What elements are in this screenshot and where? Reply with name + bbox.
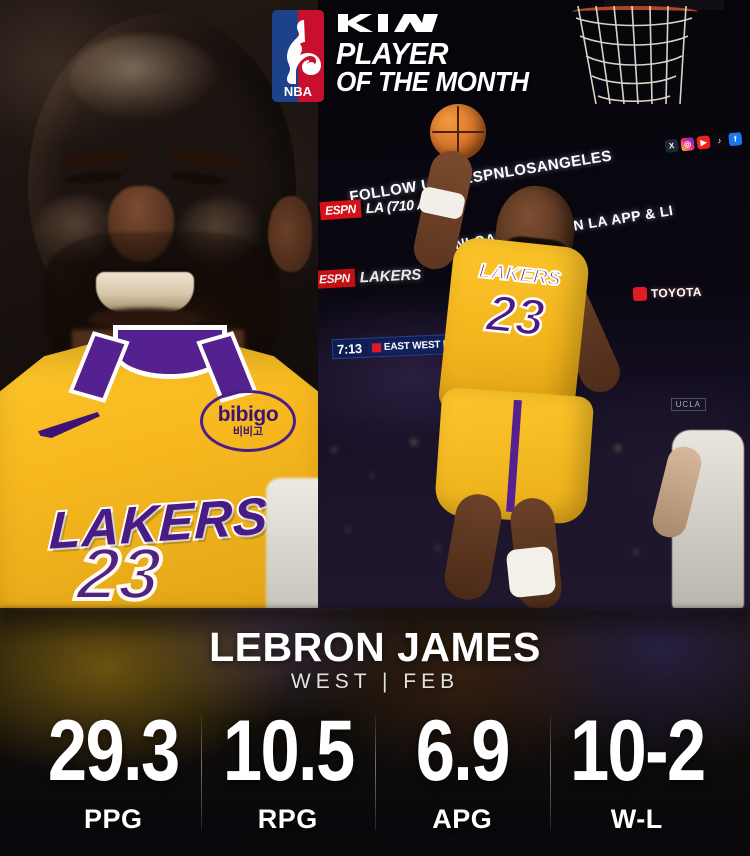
- espn-logo: ESPN: [319, 199, 362, 221]
- stat-label: APG: [432, 804, 493, 834]
- award-title-line1: PLAYER: [336, 36, 449, 71]
- dunk-photo-panel: X ◎ ▶ ♪ f FOLLOW US @ESPNLOSANGELES DOWN…: [318, 0, 750, 610]
- bibigo-sponsor-patch: bibigo 비비고: [200, 390, 296, 452]
- stat-apg: 6.9 APG: [375, 708, 550, 835]
- forehead-highlight: [70, 34, 220, 120]
- stat-value: 6.9: [415, 703, 511, 799]
- espn-lakers-text: LAKERS: [359, 265, 422, 286]
- conference-month-subline: WEST | FEB: [290, 670, 460, 693]
- stat-rpg: 10.5 RPG: [200, 703, 376, 835]
- award-header-lockup: NBA PLAYER OF THE MONTH: [270, 8, 543, 104]
- youtube-icon: ▶: [696, 135, 711, 150]
- lower-lip: [88, 308, 202, 330]
- toyota-text: TOYOTA: [651, 284, 703, 301]
- game-clock: 7:13: [336, 340, 363, 357]
- bibigo-korean-text: 비비고: [232, 426, 264, 438]
- ear-right: [268, 196, 312, 272]
- basketball-net-icon: [574, 4, 694, 108]
- toyota-logo-icon: [633, 286, 648, 302]
- stat-ppg: 29.3 PPG: [26, 708, 201, 835]
- instagram-icon: ◎: [680, 137, 695, 152]
- stat-label: W-L: [610, 804, 663, 834]
- bibigo-latin-text: bibigo: [217, 403, 279, 426]
- smile-teeth: [96, 272, 194, 312]
- stat-value: 10.5: [222, 703, 354, 799]
- x-icon: X: [664, 138, 679, 153]
- portrait-photo-panel: 23 bibigo 비비고 LAKERS: [0, 0, 318, 610]
- stat-label: RPG: [257, 804, 318, 834]
- award-title: PLAYER OF THE MONTH: [336, 36, 543, 97]
- hoop-rim: [572, 6, 698, 18]
- opponent-player-blur: [266, 478, 318, 610]
- ucla-signage: UCLA: [670, 398, 706, 411]
- sock-shoe: [505, 545, 557, 599]
- jersey-number-right: 23: [482, 283, 548, 349]
- east-west-bank-logo-icon: [371, 342, 382, 352]
- stats-row: 29.3 PPG 10.5 RPG 6.9 APG 10-2 W-L: [26, 708, 724, 835]
- award-title-line2: OF THE MONTH: [336, 65, 529, 97]
- kia-logo-icon: [338, 14, 438, 32]
- stat-label: PPG: [83, 804, 143, 834]
- player-name: LEBRON JAMES: [209, 624, 541, 670]
- facebook-icon: f: [728, 132, 743, 147]
- lakers-jersey-front: 23: [0, 340, 318, 610]
- stat-win-loss: 10-2 W-L: [549, 703, 725, 835]
- stat-value: 29.3: [47, 703, 180, 799]
- kia-award-text-block: PLAYER OF THE MONTH: [336, 8, 543, 97]
- tiktok-icon: ♪: [712, 133, 727, 148]
- photo-strip: 23 bibigo 비비고 LAKERS: [0, 0, 750, 610]
- basketball-icon: [430, 104, 486, 160]
- backboard: [604, 0, 724, 10]
- svg-text:NBA: NBA: [284, 84, 313, 99]
- stats-footer: LEBRON JAMES WEST | FEB 29.3 PPG 10.5 RP…: [0, 608, 750, 856]
- espn-logo-secondary: ESPN: [318, 268, 356, 289]
- toyota-signage: TOYOTA: [633, 284, 703, 302]
- nba-logo-icon: NBA: [272, 10, 324, 102]
- stat-value: 10-2: [569, 703, 705, 799]
